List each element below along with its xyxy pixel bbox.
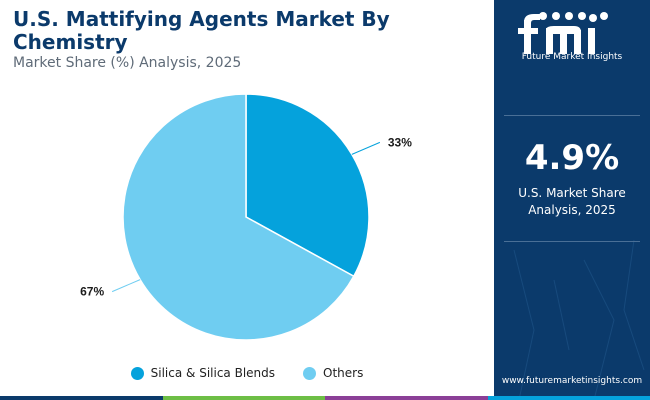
leader-line-silica xyxy=(351,141,381,155)
fmi-logo xyxy=(518,12,608,54)
bottom-color-bar xyxy=(0,396,650,400)
pie-chart: 33% 67% xyxy=(80,93,412,341)
logo-wordmark: Future Market Insights xyxy=(521,52,623,62)
bottom-bar-segment xyxy=(0,396,163,400)
chart-title: U.S. Mattifying Agents Market By Chemist… xyxy=(13,7,390,54)
bottom-bar-segment xyxy=(487,396,650,400)
chart-panel: 33% 67% U.S. Mattifying Agents Market By … xyxy=(0,7,494,380)
sidebar-panel: Future Market Insights 4.9% U.S. Market … xyxy=(494,0,650,400)
data-label-others: 67% xyxy=(80,285,104,299)
chart-subtitle: Market Share (%) Analysis, 2025 xyxy=(13,55,242,71)
legend-swatch-others xyxy=(303,366,317,380)
legend-item-silica: Silica & Silica Blends xyxy=(130,366,276,380)
bottom-bar-segment xyxy=(162,396,325,400)
divider xyxy=(504,241,640,242)
chart-legend: Silica & Silica Blends Others xyxy=(0,366,494,380)
stat-label: U.S. Market Share Analysis, 2025 xyxy=(518,186,626,217)
stat-value: 4.9% xyxy=(524,138,620,178)
data-label-silica: 33% xyxy=(388,135,412,149)
bottom-bar-segment xyxy=(325,396,488,400)
leader-line-others xyxy=(111,279,141,293)
pie-slice-others xyxy=(122,93,355,341)
sidebar-texture xyxy=(513,239,645,400)
website-link[interactable]: www.futuremarketinsights.com xyxy=(501,376,643,386)
legend-item-others: Others xyxy=(303,366,363,380)
divider xyxy=(504,115,640,116)
legend-label-silica: Silica & Silica Blends xyxy=(150,366,276,380)
legend-label-others: Others xyxy=(323,366,364,380)
legend-swatch-silica xyxy=(130,366,144,380)
